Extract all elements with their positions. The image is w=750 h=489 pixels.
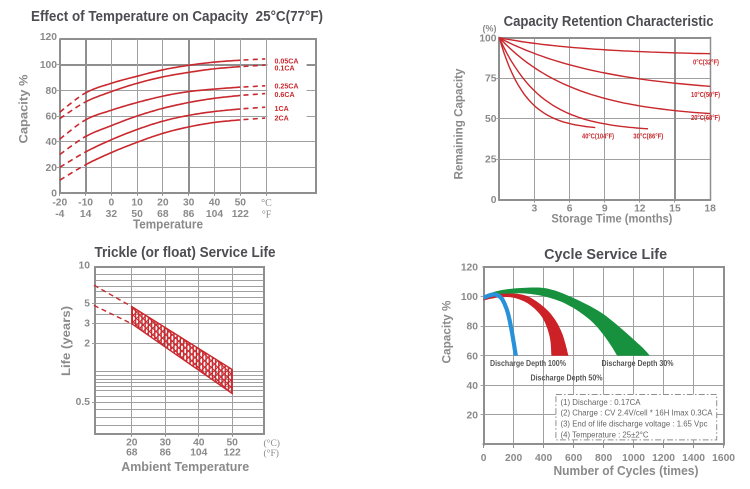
- svg-text:6: 6: [567, 204, 573, 215]
- svg-text:80: 80: [467, 322, 479, 333]
- svg-text:1200: 1200: [652, 453, 675, 464]
- svg-text:10°C(50°F): 10°C(50°F): [691, 91, 720, 99]
- svg-text:18: 18: [704, 204, 716, 215]
- svg-text:2CA: 2CA: [275, 115, 289, 123]
- svg-text:0: 0: [51, 189, 57, 200]
- svg-text:80: 80: [46, 86, 58, 97]
- svg-text:Number of Cycles (times): Number of Cycles (times): [554, 463, 699, 478]
- svg-text:60: 60: [46, 112, 58, 123]
- svg-text:°F: °F: [262, 210, 272, 221]
- svg-text:40: 40: [46, 137, 58, 148]
- svg-text:(°F): (°F): [264, 448, 279, 459]
- svg-text:(%): (%): [483, 24, 497, 34]
- svg-text:50: 50: [131, 209, 143, 220]
- svg-text:75: 75: [485, 74, 497, 85]
- svg-text:86: 86: [183, 209, 195, 220]
- svg-text:(°C): (°C): [264, 438, 280, 449]
- svg-text:Trickle (or float) Service Lif: Trickle (or float) Service Life: [95, 245, 276, 261]
- svg-text:32: 32: [106, 209, 118, 220]
- svg-text:68: 68: [126, 448, 138, 459]
- svg-text:(2) Charge : CV 2.4V/cell * 16: (2) Charge : CV 2.4V/cell * 16H Imax 0.3…: [561, 408, 713, 418]
- svg-text:0: 0: [491, 195, 497, 206]
- svg-text:(1) Discharge : 0.17CA: (1) Discharge : 0.17CA: [561, 397, 641, 407]
- svg-text:30°C(86°F): 30°C(86°F): [633, 133, 663, 141]
- svg-text:20°C(68°F): 20°C(68°F): [691, 114, 720, 122]
- svg-text:1600: 1600: [712, 453, 735, 464]
- svg-text:50: 50: [235, 198, 247, 209]
- svg-text:-10: -10: [78, 198, 93, 209]
- svg-text:400: 400: [535, 453, 552, 464]
- svg-text:0.5: 0.5: [76, 397, 91, 408]
- svg-text:3: 3: [532, 204, 538, 215]
- svg-text:Effect of Temperature on Capac: Effect of Temperature on Capacity 25°C(7…: [31, 9, 323, 25]
- svg-text:100: 100: [40, 60, 57, 71]
- svg-text:Discharge Depth 50%: Discharge Depth 50%: [531, 374, 603, 383]
- svg-text:600: 600: [565, 453, 582, 464]
- svg-text:120: 120: [40, 32, 57, 43]
- svg-text:30: 30: [160, 438, 172, 449]
- svg-text:9: 9: [602, 204, 608, 215]
- svg-text:50: 50: [226, 438, 238, 449]
- svg-text:Capacity Retention Characteris: Capacity Retention Characteristic: [504, 14, 714, 30]
- svg-text:(3) End of life discharge volt: (3) End of life discharge voltage : 1.65…: [561, 419, 708, 429]
- svg-text:Remaining Capacity: Remaining Capacity: [452, 68, 466, 179]
- svg-text:14: 14: [80, 209, 92, 220]
- svg-text:0°C(32°F): 0°C(32°F): [693, 59, 719, 67]
- svg-text:°C: °C: [261, 198, 272, 209]
- svg-text:100: 100: [479, 33, 496, 44]
- svg-text:Discharge Depth 30%: Discharge Depth 30%: [602, 359, 674, 368]
- svg-text:0.6CA: 0.6CA: [275, 91, 295, 99]
- svg-text:20: 20: [157, 198, 169, 209]
- svg-text:-4: -4: [55, 209, 64, 220]
- svg-text:Discharge Depth 100%: Discharge Depth 100%: [490, 359, 566, 368]
- svg-text:0.05CA: 0.05CA: [275, 58, 299, 66]
- svg-text:25: 25: [485, 155, 497, 166]
- svg-text:Ambient Temperature: Ambient Temperature: [121, 460, 249, 474]
- svg-text:10: 10: [131, 198, 143, 209]
- svg-text:60: 60: [467, 351, 479, 362]
- svg-text:20: 20: [126, 438, 138, 449]
- svg-text:Capacity %: Capacity %: [17, 74, 31, 143]
- svg-text:200: 200: [505, 453, 522, 464]
- svg-text:3: 3: [84, 318, 90, 329]
- svg-text:50: 50: [485, 114, 497, 125]
- svg-text:104: 104: [206, 209, 223, 220]
- svg-text:68: 68: [157, 209, 169, 220]
- svg-text:40°C(104°F): 40°C(104°F): [582, 133, 614, 141]
- svg-text:(4) Temperature : 25±2°C: (4) Temperature : 25±2°C: [561, 430, 649, 440]
- svg-text:Temperature: Temperature: [133, 218, 203, 232]
- svg-text:0: 0: [481, 453, 487, 464]
- svg-text:1400: 1400: [682, 453, 705, 464]
- svg-text:40: 40: [467, 381, 479, 392]
- svg-text:120: 120: [461, 263, 478, 274]
- svg-text:100: 100: [461, 292, 478, 303]
- svg-text:Cycle Service Life: Cycle Service Life: [544, 247, 667, 263]
- svg-text:-20: -20: [52, 198, 67, 209]
- svg-text:Life (years): Life (years): [59, 306, 73, 376]
- svg-text:12: 12: [634, 204, 646, 215]
- svg-text:1CA: 1CA: [275, 105, 289, 113]
- svg-text:30: 30: [183, 198, 195, 209]
- svg-text:Capacity %: Capacity %: [440, 300, 454, 363]
- svg-text:20: 20: [467, 410, 479, 421]
- svg-text:40: 40: [209, 198, 221, 209]
- svg-text:10: 10: [79, 261, 91, 272]
- svg-text:0: 0: [109, 198, 115, 209]
- svg-text:2: 2: [84, 338, 90, 349]
- svg-text:1000: 1000: [622, 453, 645, 464]
- svg-text:Storage Time (months): Storage Time (months): [551, 212, 672, 226]
- svg-text:104: 104: [190, 448, 207, 459]
- svg-text:0.1CA: 0.1CA: [275, 65, 295, 73]
- svg-text:122: 122: [232, 209, 249, 220]
- svg-text:800: 800: [595, 453, 612, 464]
- svg-text:122: 122: [224, 448, 241, 459]
- svg-text:86: 86: [160, 448, 172, 459]
- svg-text:20: 20: [46, 163, 58, 174]
- svg-text:15: 15: [669, 204, 681, 215]
- svg-text:5: 5: [84, 299, 90, 310]
- svg-text:40: 40: [193, 438, 205, 449]
- svg-text:0.25CA: 0.25CA: [275, 83, 299, 91]
